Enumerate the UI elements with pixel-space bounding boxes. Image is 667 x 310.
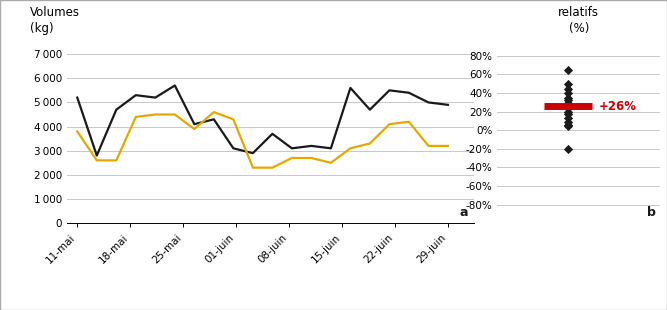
Point xyxy=(562,81,573,86)
Point xyxy=(562,103,573,108)
Point xyxy=(562,91,573,95)
Point xyxy=(562,101,573,106)
Text: Volumes
(kg): Volumes (kg) xyxy=(30,6,80,35)
Point xyxy=(562,119,573,124)
Point xyxy=(562,67,573,72)
Point xyxy=(562,112,573,117)
Point xyxy=(562,116,573,121)
Text: b: b xyxy=(646,206,656,219)
Point xyxy=(562,124,573,129)
Text: +26%: +26% xyxy=(598,100,636,113)
Point xyxy=(562,98,573,103)
Text: a: a xyxy=(460,206,468,219)
Point xyxy=(562,87,573,92)
Point xyxy=(562,95,573,100)
Point xyxy=(562,146,573,151)
Point xyxy=(562,105,573,110)
Title: Ecarts
relatifs
(%): Ecarts relatifs (%) xyxy=(558,0,599,35)
Point xyxy=(562,122,573,127)
Point xyxy=(562,109,573,114)
